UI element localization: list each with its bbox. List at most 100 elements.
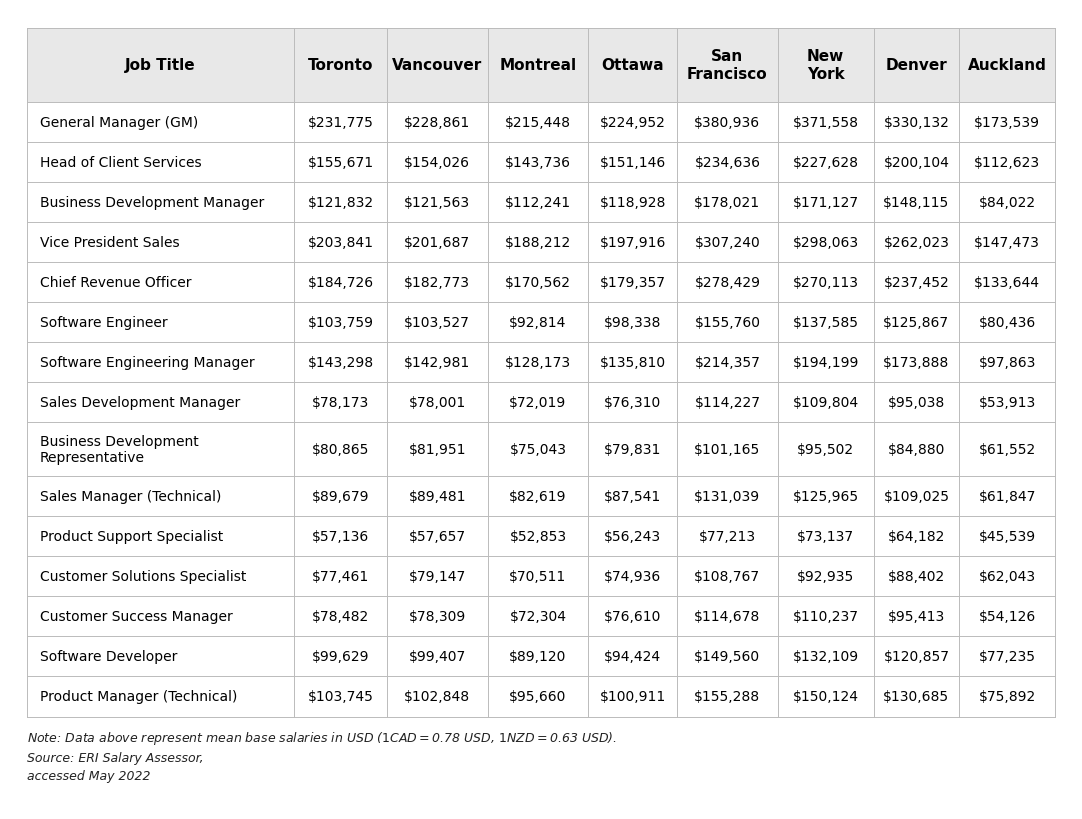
Text: $214,357: $214,357 [695, 355, 761, 369]
Bar [387, 516, 488, 556]
Text: $237,452: $237,452 [884, 276, 949, 290]
Text: Chief Revenue Officer: Chief Revenue Officer [40, 276, 192, 290]
Bar [27, 676, 294, 717]
Bar [488, 477, 589, 516]
Bar [294, 183, 387, 223]
Bar [960, 29, 1055, 102]
Bar [960, 516, 1055, 556]
Bar [488, 636, 589, 676]
Text: $61,847: $61,847 [978, 489, 1035, 504]
Text: $201,687: $201,687 [405, 236, 471, 250]
Bar [294, 676, 387, 717]
Text: $87,541: $87,541 [604, 489, 661, 504]
Text: $100,911: $100,911 [599, 690, 665, 704]
Bar [387, 143, 488, 183]
Bar [27, 342, 294, 382]
Bar [778, 382, 873, 423]
Text: $94,424: $94,424 [604, 649, 661, 663]
Text: $95,413: $95,413 [887, 609, 945, 623]
Bar [387, 223, 488, 263]
Text: $125,965: $125,965 [793, 489, 859, 504]
Bar [387, 636, 488, 676]
Text: $197,916: $197,916 [599, 236, 665, 250]
Bar [387, 676, 488, 717]
Bar [873, 223, 960, 263]
Bar [488, 263, 589, 303]
Bar [960, 303, 1055, 342]
Text: $77,235: $77,235 [978, 649, 1035, 663]
Text: $79,831: $79,831 [604, 442, 661, 456]
Bar [873, 556, 960, 596]
Bar [387, 477, 488, 516]
Bar [873, 303, 960, 342]
Bar [873, 143, 960, 183]
Bar [960, 183, 1055, 223]
Text: San
Francisco: San Francisco [687, 49, 768, 82]
Bar [488, 303, 589, 342]
Text: $75,043: $75,043 [510, 442, 567, 456]
Text: $77,461: $77,461 [312, 569, 369, 583]
Bar [589, 303, 677, 342]
Text: $194,199: $194,199 [792, 355, 859, 369]
Bar [488, 183, 589, 223]
Bar [488, 516, 589, 556]
Text: $110,237: $110,237 [793, 609, 859, 623]
Text: $307,240: $307,240 [695, 236, 761, 250]
Bar [387, 342, 488, 382]
Text: $155,760: $155,760 [695, 315, 761, 330]
Bar [873, 477, 960, 516]
Text: Job Title: Job Title [126, 58, 196, 73]
Text: $92,935: $92,935 [797, 569, 855, 583]
Text: $78,173: $78,173 [312, 396, 369, 410]
Text: $178,021: $178,021 [695, 196, 761, 210]
Text: $121,832: $121,832 [307, 196, 373, 210]
Text: $154,026: $154,026 [405, 156, 471, 170]
Text: $228,861: $228,861 [404, 115, 471, 129]
Bar [27, 143, 294, 183]
Bar [677, 676, 778, 717]
Text: $234,636: $234,636 [695, 156, 761, 170]
Text: Sales Development Manager: Sales Development Manager [40, 396, 240, 410]
Text: $89,120: $89,120 [510, 649, 567, 663]
Bar [778, 516, 873, 556]
Text: Vancouver: Vancouver [392, 58, 483, 73]
Text: $130,685: $130,685 [883, 690, 949, 704]
Text: $77,213: $77,213 [699, 529, 756, 543]
Bar [294, 29, 387, 102]
Text: Business Development
Representative: Business Development Representative [40, 434, 199, 464]
Bar [589, 596, 677, 636]
Text: $188,212: $188,212 [505, 236, 571, 250]
Text: $215,448: $215,448 [505, 115, 571, 129]
Text: $88,402: $88,402 [887, 569, 945, 583]
Text: $150,124: $150,124 [793, 690, 859, 704]
Bar [27, 516, 294, 556]
Text: $53,913: $53,913 [978, 396, 1035, 410]
Text: $101,165: $101,165 [695, 442, 761, 456]
Text: Denver: Denver [885, 58, 947, 73]
Text: Auckland: Auckland [967, 58, 1046, 73]
Bar [873, 636, 960, 676]
Text: $74,936: $74,936 [604, 569, 661, 583]
Bar [589, 143, 677, 183]
Bar [589, 477, 677, 516]
Text: $95,038: $95,038 [887, 396, 945, 410]
Text: Business Development Manager: Business Development Manager [40, 196, 264, 210]
Text: New
York: New York [807, 49, 845, 82]
Text: $155,671: $155,671 [307, 156, 373, 170]
Text: $103,527: $103,527 [405, 315, 471, 330]
Bar [677, 636, 778, 676]
Bar [294, 303, 387, 342]
Text: $108,767: $108,767 [695, 569, 761, 583]
Bar [387, 303, 488, 342]
Bar [294, 263, 387, 303]
Text: Software Engineering Manager: Software Engineering Manager [40, 355, 254, 369]
Bar [960, 263, 1055, 303]
Bar [488, 556, 589, 596]
Bar [387, 596, 488, 636]
Text: $109,025: $109,025 [883, 489, 949, 504]
Bar [677, 183, 778, 223]
Text: $76,310: $76,310 [604, 396, 661, 410]
Bar [677, 342, 778, 382]
Text: $78,482: $78,482 [312, 609, 369, 623]
Bar [589, 516, 677, 556]
